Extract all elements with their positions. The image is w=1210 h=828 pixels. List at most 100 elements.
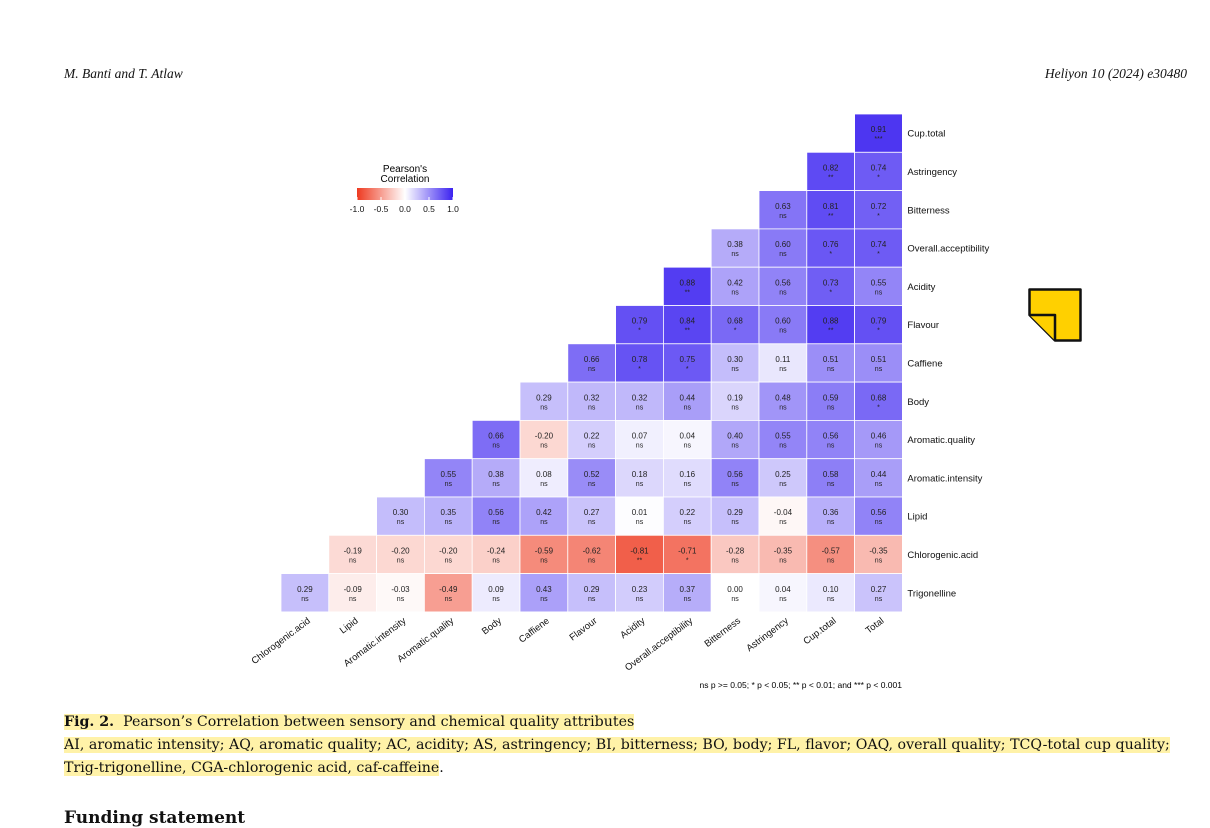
cell-significance: ns [636,519,644,526]
cell-significance: ns [779,596,787,603]
heatmap-cell: 0.58 ns [806,458,855,498]
cell-significance: ns [779,213,787,220]
cell-significance: * [877,174,880,181]
figure-title: Pearson’s Correlation between sensory an… [123,714,635,730]
row-label: Body [907,397,929,408]
heatmap-cell: -0.20 ns [423,534,473,574]
cell-value: 0.42 [536,508,552,517]
cell-value: 0.81 [823,202,839,211]
cell-fill [758,305,808,345]
heatmap-cell: -0.59 ns [519,534,569,574]
cell-fill [519,458,569,498]
cell-value: 0.35 [441,508,457,517]
row-label: Astringency [907,167,957,178]
cell-value: 0.29 [297,585,313,594]
cell-fill [567,573,616,613]
cell-significance: * [829,251,832,258]
heatmap-cell: -0.09 ns [328,573,377,613]
cell-value: 0.04 [680,432,696,441]
cell-value: -0.71 [678,546,697,555]
cell-value: 0.58 [823,470,839,479]
cell-fill [854,228,903,268]
cell-significance: ns [636,481,644,488]
cell-value: 0.56 [775,278,791,287]
cell-fill [615,573,664,613]
cell-value: 0.48 [775,393,791,402]
legend-title-line1: Pearson's [383,164,427,175]
cell-value: 0.32 [584,393,600,402]
cell-value: -0.62 [583,546,602,555]
heatmap-cell: 0.04 ns [663,419,712,460]
cell-fill [710,458,760,498]
cell-fill [280,573,330,613]
cell-value: -0.24 [487,546,506,555]
heatmap-cell: 0.00 ns [710,573,760,613]
heatmap-cell: 0.10 ns [806,573,855,613]
heatmap-cell: 0.37 ns [663,573,712,613]
cell-significance: ** [637,557,643,564]
cell-significance: ns [731,519,739,526]
heatmap-cell: 0.84 ** [663,305,712,345]
cell-significance: ns [540,443,548,450]
cell-value: 0.30 [393,508,409,517]
heatmap-cell: 0.75 * [663,343,712,383]
row-label: Aromatic.intensity [907,473,982,484]
heatmap-cell: 0.32 ns [567,381,616,421]
cell-fill [854,113,903,153]
cell-value: 0.51 [823,355,839,364]
cell-value: 0.82 [823,163,839,172]
cell-significance: ns [301,596,309,603]
cell-significance: * [877,328,880,335]
cell-value: 0.22 [584,432,600,441]
cell-significance: ns [540,481,548,488]
cell-value: 0.16 [680,470,696,479]
running-head-authors: M. Banti and T. Atlaw [64,66,183,81]
cell-significance: * [877,251,880,258]
cell-value: 0.52 [584,470,600,479]
figure-caption-title: Fig. 2. Pearson’s Correlation between se… [64,711,1189,734]
cell-significance: ns [540,557,548,564]
cell-fill [710,496,760,536]
cell-significance: ns [827,404,835,411]
row-label: Aromatic.quality [907,435,975,446]
cell-value: 0.55 [441,470,457,479]
heatmap-cell: 0.42 ns [710,266,760,306]
figure-label: Fig. 2. [64,714,115,730]
cell-value: 0.63 [775,202,791,211]
cell-significance: ns [588,404,596,411]
sticky-note-icon[interactable] [1028,288,1082,342]
cell-value: 0.11 [775,355,791,364]
cell-value: -0.20 [439,546,458,555]
cell-value: 0.07 [632,432,648,441]
cell-significance: ns [492,596,500,603]
cell-fill [758,381,808,421]
cell-significance: ns [492,519,500,526]
heatmap-cell: 0.55 ns [758,419,808,460]
cell-significance: ns [875,481,883,488]
cell-fill [423,534,473,574]
cell-fill [758,266,808,306]
cell-value: 0.09 [488,585,504,594]
cell-significance: * [829,289,832,296]
abbreviations-text: AI, aromatic intensity; AQ, aromatic qua… [64,737,1170,776]
cell-fill [519,573,569,613]
heatmap-cell: 0.42 ns [519,496,569,536]
heatmap-cell: -0.71 * [663,534,712,574]
cell-significance: ns [875,443,883,450]
cell-fill [854,534,903,574]
cell-fill [376,496,425,536]
cell-significance: ns [779,404,787,411]
cell-value: 0.74 [871,163,887,172]
cell-significance: ns [731,251,739,258]
cell-value: 0.88 [680,278,696,287]
cell-fill [663,381,712,421]
cell-value: 0.55 [775,432,791,441]
cell-value: 0.27 [871,585,887,594]
heatmap-cell: 0.11 ns [758,343,808,383]
column-label: Bitterness [703,615,744,649]
heatmap-cell: 0.22 ns [663,496,712,536]
heatmap-cell: 0.55 ns [854,266,903,306]
cell-value: -0.35 [869,546,888,555]
heatmap-cell: 0.52 ns [567,458,616,498]
heatmap-cell: 0.16 ns [663,458,712,498]
